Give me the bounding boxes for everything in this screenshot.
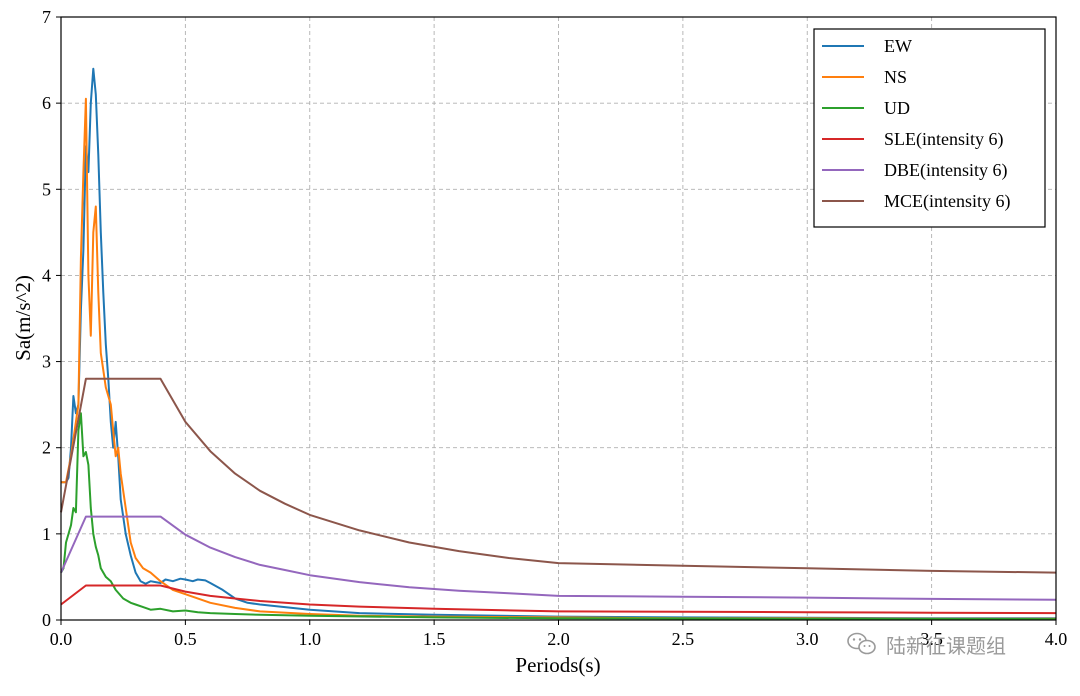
x-tick-label: 0.0 <box>50 629 73 649</box>
watermark-text: 陆新征课题组 <box>886 634 1006 658</box>
wechat-icon <box>847 632 876 655</box>
y-axis-label: Sa(m/s^2) <box>11 275 35 361</box>
y-tick-label: 5 <box>42 179 51 199</box>
series-line-3 <box>60 412 1057 621</box>
x-tick-label: 0.5 <box>174 629 197 649</box>
legend-label: NS <box>884 67 907 87</box>
x-tick-label: 4.0 <box>1045 629 1068 649</box>
series-line-1 <box>61 67 1056 620</box>
x-tick-label: 1.0 <box>299 629 322 649</box>
legend-label: EW <box>884 36 912 56</box>
legend-label: SLE(intensity 6) <box>884 129 1004 150</box>
grid <box>61 17 1056 620</box>
x-tick-label: 1.5 <box>423 629 446 649</box>
y-tick-label: 6 <box>42 93 51 113</box>
y-tick-label: 0 <box>42 610 51 630</box>
y-tick-label: 3 <box>42 352 51 372</box>
y-tick-label: 1 <box>42 524 51 544</box>
series-line-6 <box>60 377 1057 574</box>
tick-layer: 0.0 0.5 1.0 1.5 2.0 2.5 3.0 3.5 4.0 0 1 2 3 4 5 6 7 <box>42 7 1067 649</box>
y-tick-label: 7 <box>42 7 51 27</box>
series-line-2 <box>61 97 1056 620</box>
y-tick-label: 4 <box>42 265 51 285</box>
legend-label: MCE(intensity 6) <box>884 191 1011 212</box>
legend-label: UD <box>884 98 910 118</box>
series-layer <box>60 67 1057 621</box>
watermark: 陆新征课题组 <box>847 632 1006 658</box>
legend-box <box>813 28 1046 228</box>
x-tick-label: 2.0 <box>547 629 570 649</box>
series-line-4 <box>60 584 1057 615</box>
x-tick-label: 3.5 <box>920 629 943 649</box>
legend-label: DBE(intensity 6) <box>884 160 1008 181</box>
series-line-5 <box>60 515 1057 601</box>
legend: EW NS UD SLE(intensity 6) DBE(intensity 6) MC… <box>813 28 1046 228</box>
x-tick-label: 3.0 <box>796 629 819 649</box>
x-axis-label: Periods(s) <box>515 653 600 677</box>
y-tick-label: 2 <box>42 438 51 458</box>
x-tick-label: 2.5 <box>672 629 695 649</box>
